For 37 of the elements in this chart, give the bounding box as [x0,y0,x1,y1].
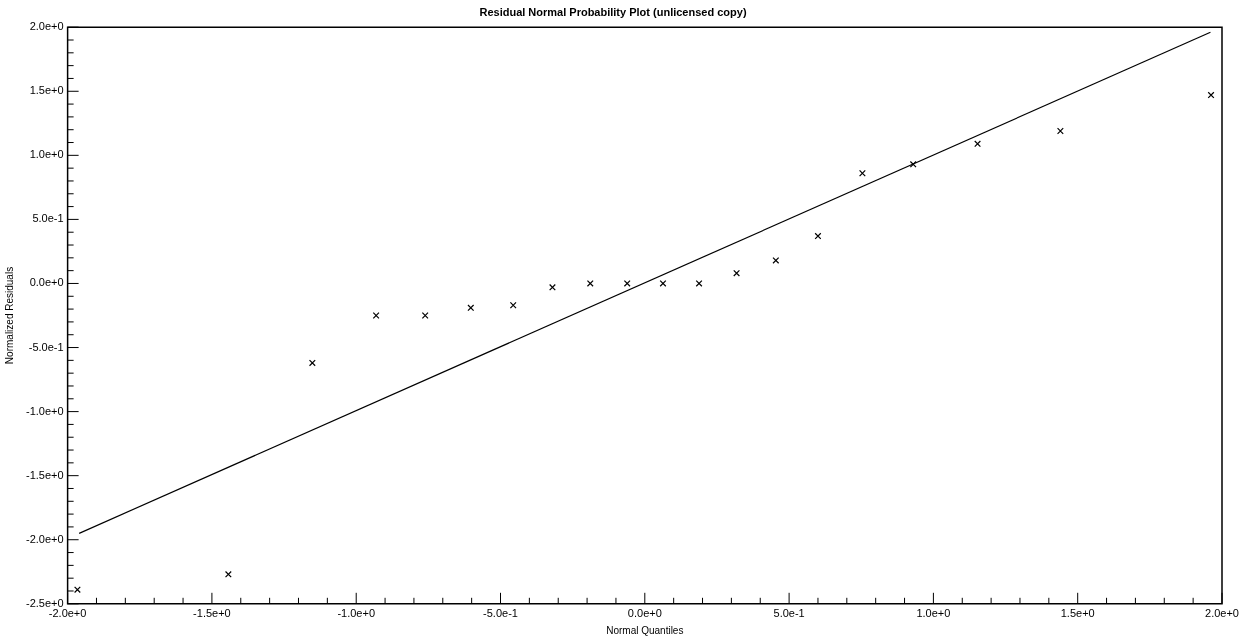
point [372,312,380,319]
y-axis-title: Normalized Residuals [3,266,15,365]
x-tick-label: 2.0e+0 [1205,607,1239,620]
point [733,269,741,277]
y-tick-label: 2.0e+0 [29,20,64,33]
x-tick-label: 5.0e-1 [773,607,805,620]
x-axis-title: Normal Quantiles [606,624,684,636]
y-tick-label: -1.0e+0 [25,404,64,417]
chart-title: Residual Normal Probability Plot (unlicensed copy) [479,5,747,18]
point [909,160,917,168]
x-tick-label: -5.0e-1 [483,607,518,620]
x-tick-label: 0.0e+0 [627,607,662,620]
point [74,586,81,594]
point [772,256,780,264]
y-tick-label: -1.5e+0 [25,468,64,481]
point [421,312,429,319]
x-tick-label: -1.0e+0 [337,607,376,620]
y-tick-label: -2.0e+0 [25,532,64,545]
x-tick-label: 1.0e+0 [916,607,951,620]
point [659,280,667,287]
y-tick-label: 5.0e-1 [32,212,64,225]
point [695,280,703,287]
point [1056,127,1064,135]
y-tick-label: 1.0e+0 [29,148,64,161]
y-tick-label: 0.0e+0 [29,276,64,289]
point [623,280,631,287]
x-tick-label: -1.5e+0 [193,607,231,620]
x-tick-label: -2.0e+0 [48,607,87,620]
x-tick-label: 1.5e+0 [1060,607,1095,620]
point [974,140,981,148]
point [308,359,316,367]
y-tick-label: 1.5e+0 [29,84,64,97]
point [586,280,594,287]
y-tick-label: -2.5e+0 [25,596,64,609]
point [858,169,866,177]
point [549,283,556,291]
y-tick-label: -5.0e-1 [28,340,64,353]
